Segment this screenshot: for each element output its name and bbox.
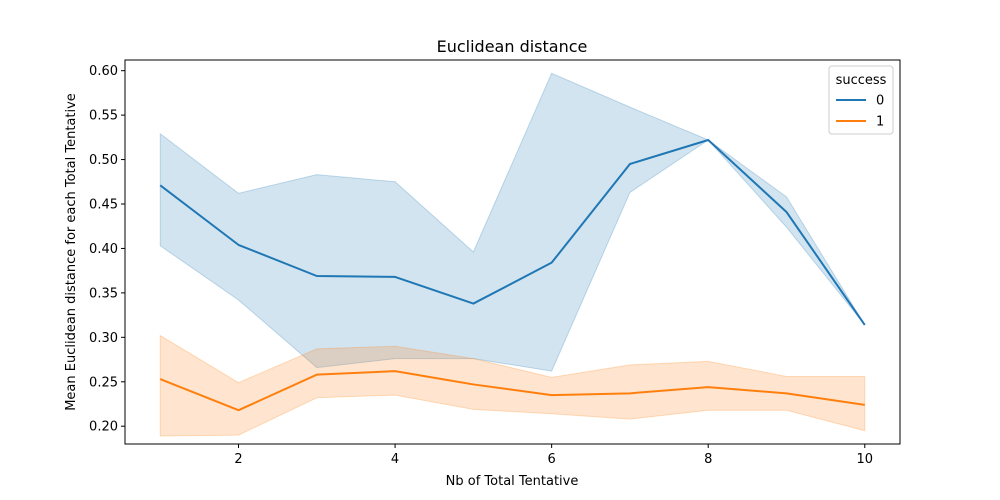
confidence-bands — [159, 72, 866, 437]
y-tick-label: 0.60 — [89, 64, 118, 79]
axes-frame — [124, 59, 901, 445]
legend-label-series-1: 1 — [876, 115, 884, 130]
x-axis-ticks: 2 4 6 8 10 — [234, 444, 873, 467]
x-tick-label: 2 — [234, 452, 242, 467]
y-axis-label: Mean Euclidean distance for each Total T… — [64, 93, 79, 411]
series-lines — [159, 139, 866, 412]
y-tick-label: 0.45 — [89, 198, 118, 213]
line-series-1 — [159, 370, 865, 412]
legend-label-series-0: 0 — [876, 94, 884, 109]
y-axis-ticks: 0.20 0.25 0.30 0.35 0.40 0.45 0.50 0.55 0.60 — [89, 64, 125, 435]
chart-title: Euclidean distance — [437, 37, 588, 56]
x-tick-label: 4 — [391, 452, 399, 467]
legend-title: success — [836, 73, 887, 88]
plot-area — [159, 72, 866, 437]
y-tick-label: 0.55 — [89, 109, 118, 124]
confidence-band-series-0 — [159, 72, 866, 372]
y-tick-label: 0.50 — [89, 153, 118, 168]
y-tick-label: 0.30 — [89, 331, 118, 346]
x-tick-label: 10 — [856, 452, 873, 467]
x-tick-label: 8 — [704, 452, 712, 467]
y-tick-label: 0.35 — [89, 286, 118, 301]
confidence-band-series-1 — [159, 334, 866, 437]
x-axis-label: Nb of Total Tentative — [446, 474, 579, 489]
y-tick-label: 0.25 — [89, 375, 118, 390]
y-tick-label: 0.40 — [89, 242, 118, 257]
x-tick-label: 6 — [548, 452, 556, 467]
line-series-0 — [159, 139, 866, 326]
y-tick-label: 0.20 — [89, 420, 118, 435]
legend: success 0 1 — [828, 65, 894, 135]
